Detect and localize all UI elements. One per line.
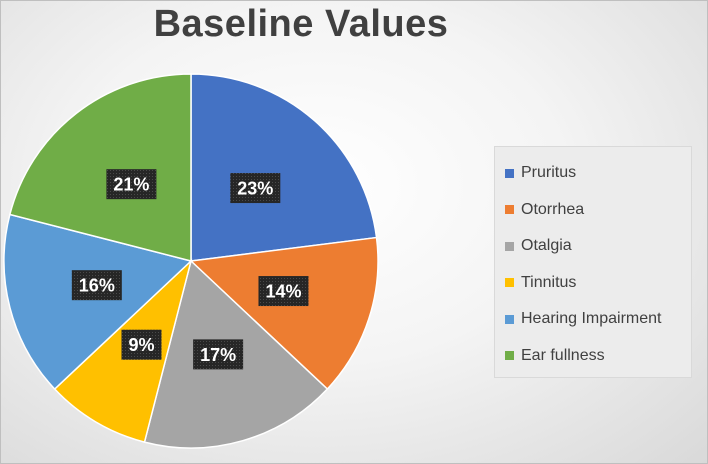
legend-swatch	[505, 351, 514, 361]
data-label: 16%	[71, 270, 122, 301]
data-label: 17%	[193, 339, 244, 370]
svg-text:16%: 16%	[79, 276, 115, 296]
legend-item: Otorrhea	[505, 192, 691, 229]
legend-swatch	[505, 168, 514, 178]
legend: Pruritus Otorrhea Otalgia Tinnitus Heari…	[494, 146, 692, 378]
svg-text:17%: 17%	[200, 345, 236, 365]
legend-label: Otalgia	[521, 237, 572, 255]
pie-slice-otorrhea	[189, 236, 379, 391]
data-label: 23%	[230, 173, 281, 204]
legend-item: Hearing Impairment	[505, 301, 691, 338]
legend-label: Hearing Impairment	[521, 310, 662, 328]
data-label: 9%	[121, 329, 162, 360]
legend-label: Ear fullness	[521, 346, 605, 364]
data-label: 21%	[106, 169, 157, 200]
legend-item: Ear fullness	[505, 338, 691, 375]
legend-item: Tinnitus	[505, 265, 691, 302]
pie-slice-pruritus	[190, 73, 378, 262]
data-label: 14%	[258, 276, 309, 307]
chart-title: Baseline Values	[153, 3, 449, 45]
svg-text:14%: 14%	[265, 282, 301, 302]
pie-slice-hearing-impairment	[3, 213, 193, 391]
legend-swatch	[505, 314, 514, 324]
legend-swatch	[505, 241, 514, 251]
svg-text:21%: 21%	[113, 175, 149, 195]
pie-slice-ear-fullness	[8, 73, 192, 262]
legend-label: Otorrhea	[521, 200, 585, 218]
legend-swatch	[505, 278, 514, 288]
legend-item: Pruritus	[505, 155, 691, 192]
legend-item: Otalgia	[505, 228, 691, 265]
svg-text:9%: 9%	[128, 335, 154, 355]
legend-label: Pruritus	[521, 164, 577, 182]
legend-label: Tinnitus	[521, 273, 577, 291]
legend-swatch	[505, 205, 514, 215]
svg-text:23%: 23%	[237, 179, 273, 199]
